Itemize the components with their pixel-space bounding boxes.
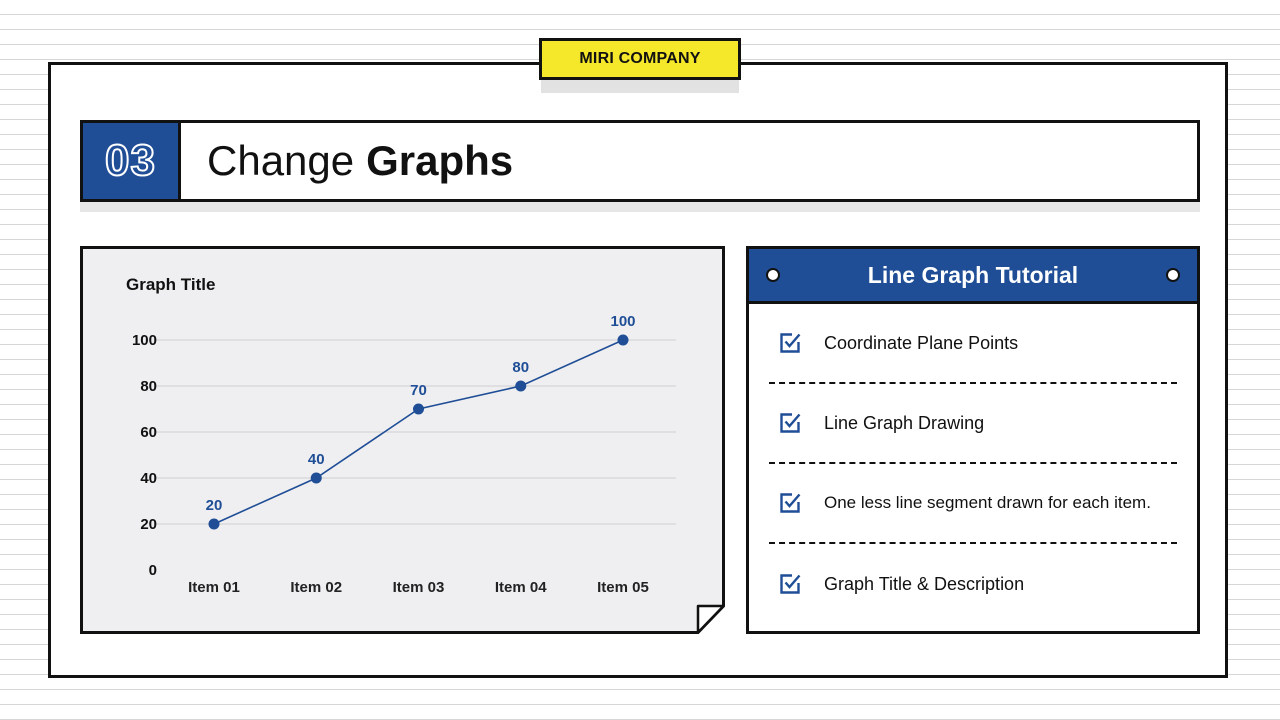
list-item: Coordinate Plane Points	[769, 304, 1177, 384]
tutorial-title: Line Graph Tutorial	[867, 261, 1079, 288]
y-tick-label: 40	[140, 470, 157, 487]
section-title-bar: 03 Change Graphs	[80, 120, 1200, 202]
header-dot-left	[766, 268, 780, 282]
checkbox-checked-icon	[780, 413, 801, 433]
list-item-label: One less line segment drawn for each ite…	[824, 493, 1151, 512]
list-item-label: Line Graph Drawing	[824, 412, 985, 433]
page-fold-corner	[696, 604, 725, 634]
y-tick-label: 100	[132, 332, 157, 349]
list-item: Line Graph Drawing	[769, 384, 1177, 464]
checkbox-checked-icon	[780, 333, 801, 353]
section-number: 03	[83, 123, 181, 199]
y-tick-label: 0	[149, 562, 157, 579]
x-tick-label: Item 05	[597, 579, 649, 596]
x-tick-label: Item 03	[393, 579, 445, 596]
data-point	[617, 334, 629, 346]
data-point	[310, 472, 322, 484]
y-tick-label: 80	[140, 378, 157, 395]
title-bold: Graphs	[366, 137, 514, 184]
tutorial-header: Line Graph Tutorial	[749, 249, 1197, 304]
y-tick-label: 60	[140, 424, 157, 441]
data-point	[208, 518, 220, 530]
x-tick-label: Item 04	[495, 579, 547, 596]
list-item: One less line segment drawn for each ite…	[769, 464, 1177, 544]
data-point	[515, 380, 527, 392]
x-tick-label: Item 01	[188, 579, 240, 596]
y-tick-label: 20	[140, 516, 157, 533]
data-point	[413, 403, 424, 415]
list-item: Graph Title & Description	[769, 544, 1177, 624]
chart-panel-bg	[80, 246, 725, 634]
chart-title: Graph Title	[126, 275, 215, 294]
line-chart: Graph Title 0 20 40 60 80 100 Item 01 Item 02 I…	[80, 246, 725, 634]
section-title: Change Graphs	[181, 123, 513, 199]
company-badge: MIRI COMPANY	[539, 38, 741, 80]
title-light: Change	[207, 137, 355, 184]
data-label: 80	[512, 359, 529, 376]
tutorial-panel: Line Graph Tutorial Coordinate Plane Poi…	[746, 246, 1200, 634]
tutorial-list: Coordinate Plane Points Line Graph Drawi…	[749, 304, 1197, 624]
title-bar-shadow	[80, 202, 1200, 212]
chart-panel: Graph Title 0 20 40 60 80 100 Item 01 Item 02 I…	[80, 246, 725, 634]
data-label: 100	[610, 313, 635, 330]
checkbox-checked-icon	[780, 574, 801, 594]
x-tick-label: Item 02	[290, 579, 342, 596]
list-item-label: Graph Title & Description	[824, 573, 1025, 594]
data-label: 70	[410, 382, 427, 399]
data-label: 20	[206, 497, 223, 514]
header-dot-right	[1166, 268, 1180, 282]
company-name: MIRI COMPANY	[579, 50, 701, 67]
checkbox-checked-icon	[780, 493, 801, 513]
data-label: 40	[308, 451, 325, 468]
list-item-label: Coordinate Plane Points	[824, 332, 1019, 353]
